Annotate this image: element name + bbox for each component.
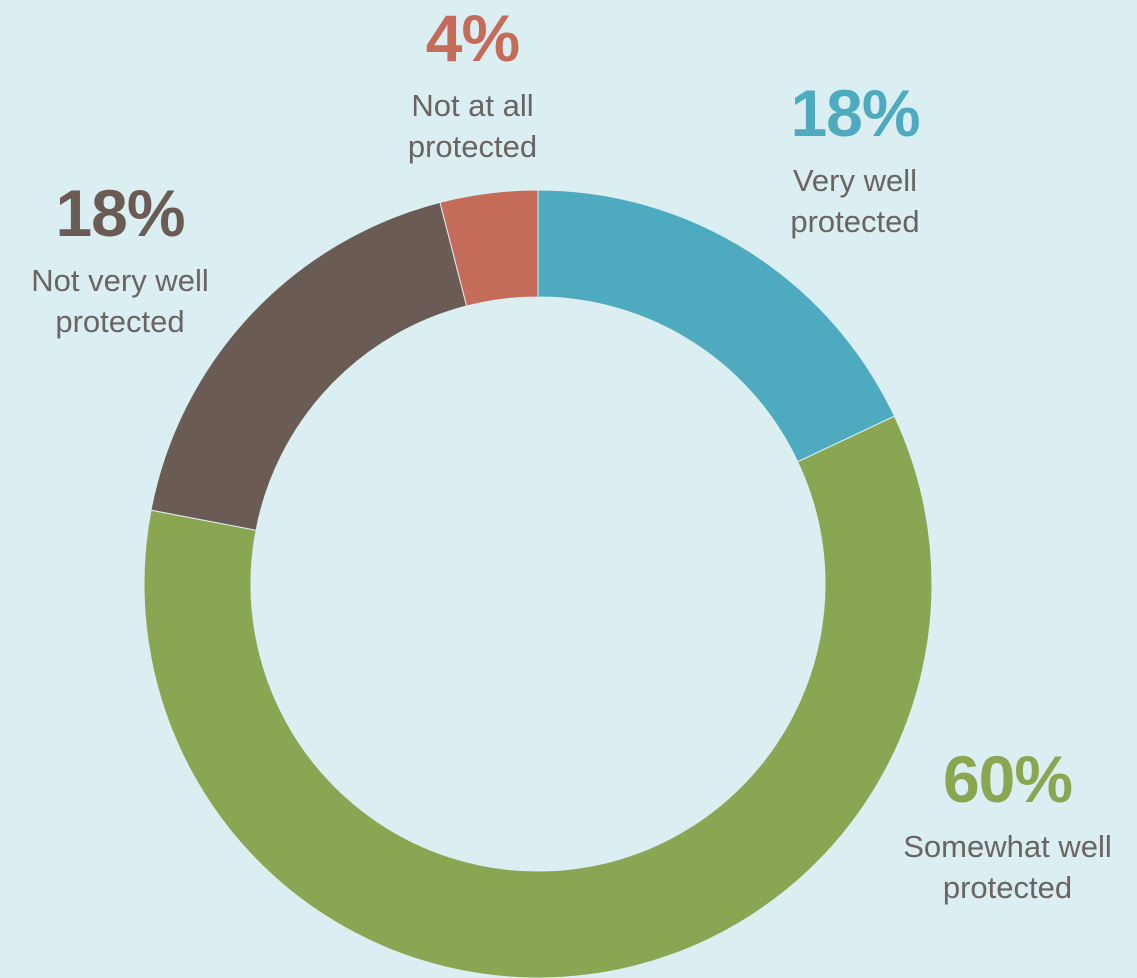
donut-slice-somewhat-well-protected <box>143 415 933 978</box>
label-not-very-well-protected: 18% Not very well protected <box>5 180 235 342</box>
category-label-not-very-well-protected: Not very well protected <box>31 263 209 339</box>
value-label-not-very-well-protected: 18% <box>55 176 185 250</box>
value-label-not-at-all-protected: 4% <box>425 1 520 75</box>
value-label-somewhat-well-protected: 60% <box>942 742 1073 816</box>
category-label-not-at-all-protected: Not at all protected <box>407 88 538 164</box>
category-label-very-well-protected: Very well protected <box>790 163 920 239</box>
value-label-very-well-protected: 18% <box>790 76 920 150</box>
label-somewhat-well-protected: 60% Somewhat well protected <box>880 746 1135 908</box>
label-not-at-all-protected: 4% Not at all protected <box>370 5 575 167</box>
label-very-well-protected: 18% Very well protected <box>750 80 960 242</box>
donut-slice-not-at-all-protected <box>439 189 539 307</box>
category-label-somewhat-well-protected: Somewhat well protected <box>903 829 1112 905</box>
